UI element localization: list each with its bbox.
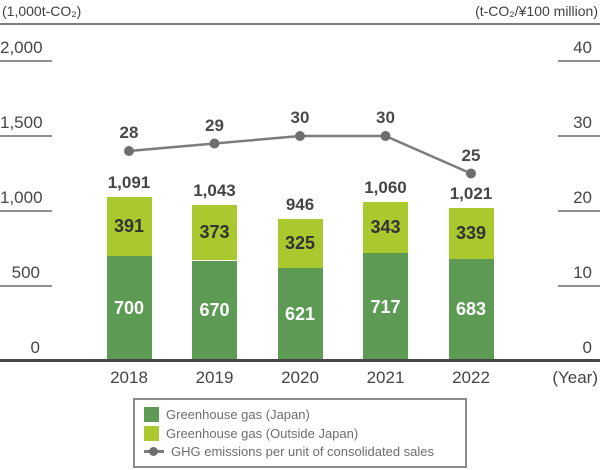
bar-total-2019: 1,043	[193, 180, 236, 200]
right-axis-tick-label: 40	[573, 38, 592, 57]
line-value-2019: 29	[205, 115, 224, 135]
x-axis-title: (Year)	[552, 368, 598, 387]
bar-outside-japan-2020: 325	[277, 219, 323, 268]
bar-japan-2021: 717	[363, 253, 408, 361]
left-axis-tick-line	[0, 135, 52, 137]
legend-line-marker-icon	[144, 444, 164, 459]
legend-label-japan: Greenhouse gas (Japan)	[166, 407, 310, 423]
line-value-2022: 25	[461, 145, 481, 165]
bar-outside-japan-2021: 343	[363, 202, 408, 254]
bar-japan-2022: 683	[448, 258, 494, 361]
legend-swatch-outside-japan-icon	[144, 425, 159, 441]
x-tick-label-2019: 2019	[195, 368, 234, 387]
left-axis-tick-line	[0, 60, 52, 62]
x-axis-line	[0, 359, 600, 362]
line-value-2020: 30	[290, 108, 310, 127]
left-axis-tick-label: 500	[11, 263, 40, 282]
legend-item-ghg-outside-japan: Greenhouse gas (Outside Japan)	[144, 425, 456, 441]
x-tick-label-2021: 2021	[366, 368, 405, 387]
line-value-2018: 28	[119, 123, 139, 142]
right-axis-tick-label: 0	[582, 338, 592, 357]
bar-total-2022: 1,021	[449, 183, 493, 203]
bar-outside-japan-2019: 373	[192, 204, 237, 261]
right-axis-tick-line	[558, 210, 600, 212]
right-axis-tick-label: 30	[573, 113, 592, 132]
bar-total-2020: 946	[285, 195, 315, 215]
legend-item-ghg-per-sales: GHG emissions per unit of consolidated s…	[144, 444, 456, 459]
right-axis-tick-line	[558, 285, 600, 287]
legend-swatch-japan-icon	[144, 407, 159, 423]
left-axis-tick-label: 1,000	[0, 188, 43, 207]
right-axis-unit: (t-CO₂/¥100 million)	[475, 3, 598, 19]
bar-japan-2019: 670	[192, 260, 237, 361]
top-divider-line	[0, 23, 600, 25]
right-axis-tick-line	[558, 135, 600, 137]
bar-total-2021: 1,060	[364, 178, 407, 197]
legend-label-outside-japan: Greenhouse gas (Outside Japan)	[166, 425, 359, 441]
left-axis-unit: (1,000t-CO₂)	[2, 3, 82, 19]
left-axis-tick-line	[0, 210, 52, 212]
right-axis-tick-label: 20	[573, 188, 592, 207]
left-axis-tick-label: 0	[30, 338, 40, 357]
right-axis-tick-line	[558, 60, 600, 62]
bar-japan-2020: 621	[277, 267, 323, 361]
x-tick-label-2020: 2020	[281, 368, 319, 387]
left-axis-tick-line	[0, 285, 52, 287]
legend: Greenhouse gas (Japan) Greenhouse gas (O…	[133, 398, 467, 468]
legend-label-ghg-per-sales: GHG emissions per unit of consolidated s…	[171, 443, 435, 459]
line-value-2021: 30	[376, 108, 395, 127]
bar-outside-japan-2022: 339	[448, 207, 494, 259]
left-axis-tick-label: 2,000	[0, 38, 43, 57]
left-axis-tick-label: 1,500	[0, 113, 43, 132]
x-tick-label-2018: 2018	[110, 368, 148, 387]
bar-japan-2018: 700	[106, 256, 152, 361]
x-tick-label-2022: 2022	[452, 368, 490, 387]
bar-total-2018: 1,091	[107, 173, 151, 193]
bar-outside-japan-2018: 391	[106, 197, 152, 256]
right-axis-tick-label: 10	[573, 263, 592, 282]
legend-item-ghg-japan: Greenhouse gas (Japan)	[144, 407, 456, 423]
